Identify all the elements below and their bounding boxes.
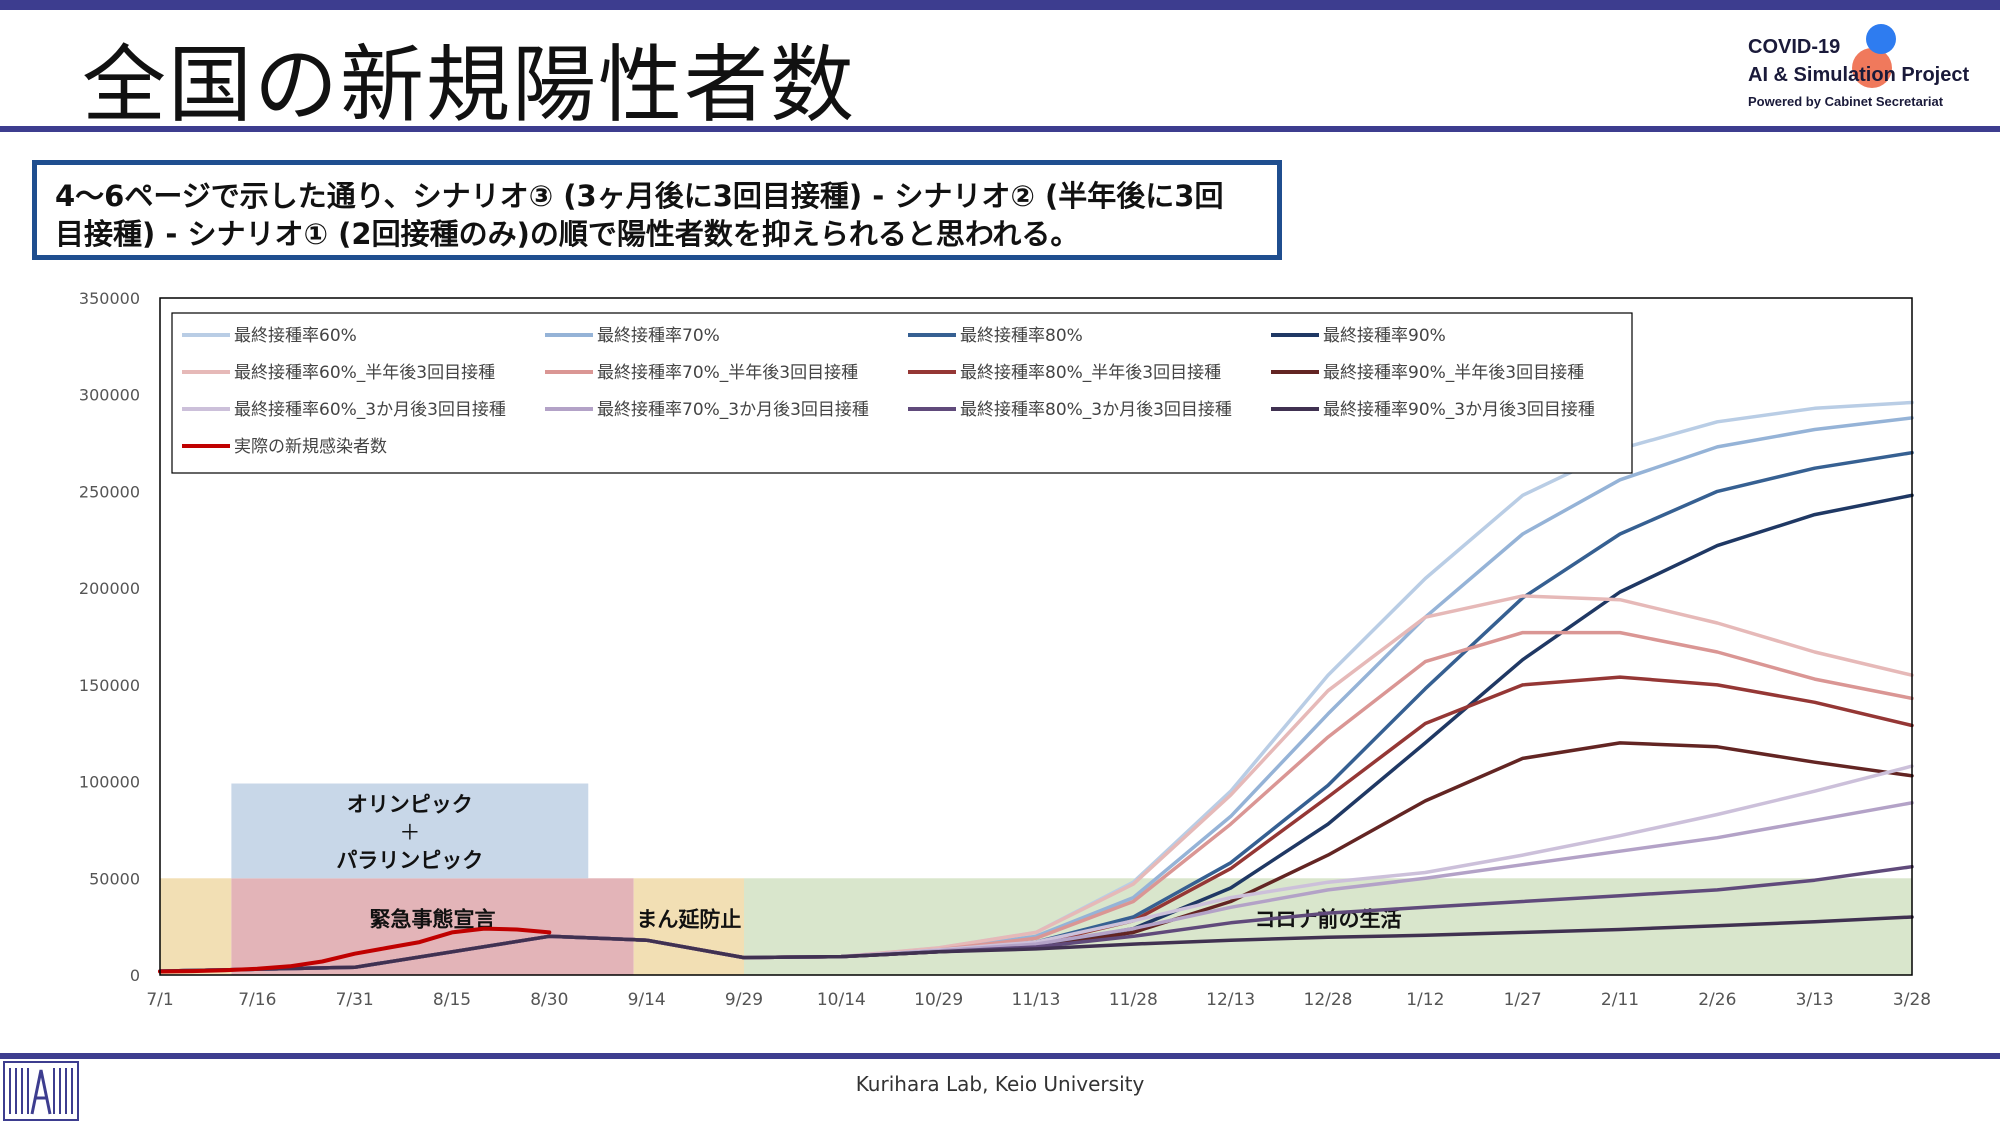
x-tick-label-5: 9/14: [628, 990, 666, 1010]
callout-box: 4～6ページで示した通り、シナリオ③ (3ヶ月後に3回目接種) - シナリオ② …: [32, 160, 1282, 260]
x-tick-label-16: 2/26: [1698, 990, 1736, 1010]
logo-orange-dot-icon: [1852, 48, 1892, 88]
legend-label-11: 最終接種率90%_3か月後3回目接種: [1323, 400, 1595, 420]
x-tick-label-7: 10/14: [817, 990, 866, 1010]
x-tick-label-2: 7/31: [336, 990, 374, 1010]
legend-label-2: 最終接種率80%: [960, 326, 1083, 346]
x-tick-label-12: 12/28: [1304, 990, 1353, 1010]
chart-axes: 0 50000 100000 150000 200000 250000 300000 3500…: [79, 289, 1931, 1010]
header-divider: [0, 126, 2000, 132]
x-tick-label-11: 12/13: [1206, 990, 1255, 1010]
x-tick-label-15: 2/11: [1601, 990, 1639, 1010]
x-tick-label-9: 11/13: [1012, 990, 1061, 1010]
y-tick-label-2: 100000: [79, 773, 140, 792]
event-box-rect: [231, 783, 589, 879]
y-tick-label-4: 200000: [79, 579, 140, 598]
footer-divider: [0, 1053, 2000, 1059]
legend-label-12: 実際の新規感染者数: [234, 437, 387, 457]
y-tick-label-5: 250000: [79, 482, 140, 501]
olympics-event-box: オリンピック ＋ パラリンピック: [231, 783, 589, 879]
logo-line-2: AI & Simulation Project: [1748, 64, 1970, 86]
legend-label-3: 最終接種率90%: [1323, 326, 1446, 346]
callout-line-1: 4～6ページで示した通り、シナリオ③ (3ヶ月後に3回目接種) - シナリオ② …: [55, 179, 1224, 213]
footer-credit: Kurihara Lab, Keio University: [855, 1072, 1145, 1096]
logo-line-3: Powered by Cabinet Secretariat: [1748, 94, 1944, 109]
event-box-line-2: ＋: [399, 821, 420, 845]
y-tick-label-7: 350000: [79, 289, 140, 308]
event-box-line-3: パラリンピック: [336, 849, 483, 873]
x-tick-label-6: 9/29: [725, 990, 763, 1010]
cases-line-chart: 緊急事態宣言 まん延防止 コロナ前の生活 オリンピック＋パラリンピック 050000…: [79, 289, 1931, 1010]
legend-label-0: 最終接種率60%: [234, 326, 357, 346]
x-tick-label-8: 10/29: [914, 990, 963, 1010]
top-accent-bar: [0, 0, 2000, 10]
series-line-12: [158, 926, 552, 974]
x-tick-label-3: 8/15: [433, 990, 471, 1010]
logo-blue-dot-icon: [1866, 24, 1896, 54]
legend-label-6: 最終接種率80%_半年後3回目接種: [960, 363, 1221, 383]
y-tick-label-6: 300000: [79, 386, 140, 405]
x-tick-label-18: 3/28: [1893, 990, 1931, 1010]
series-lines: [158, 400, 1914, 974]
series-line-11: [158, 915, 1914, 973]
x-tick-label-4: 8/30: [530, 990, 568, 1010]
chart-legend: 最終接種率60% 最終接種率70% 最終接種率80% 最終接種率90% 最終接種率60%…: [171, 312, 1633, 474]
region-label-2: まん延防止: [636, 907, 741, 931]
x-tick-label-10: 11/28: [1109, 990, 1158, 1010]
region-label-1: 緊急事態宣言: [370, 907, 496, 931]
legend-label-9: 最終接種率70%_3か月後3回目接種: [597, 400, 869, 420]
y-tick-label-1: 50000: [89, 869, 140, 888]
x-tick-label-14: 1/27: [1504, 990, 1542, 1010]
logo-line-1: COVID-19: [1748, 36, 1841, 58]
legend-label-5: 最終接種率70%_半年後3回目接種: [597, 363, 858, 383]
callout-text: 4～6ページで示した通り、シナリオ③ (3ヶ月後に3回目接種) - シナリオ② …: [55, 177, 1275, 253]
legend-label-1: 最終接種率70%: [597, 326, 720, 346]
legend-label-8: 最終接種率60%_3か月後3回目接種: [234, 400, 506, 420]
x-tick-label-17: 3/13: [1796, 990, 1834, 1010]
y-tick-label-0: 0: [130, 966, 140, 985]
region-band-2: [633, 878, 744, 975]
keio-lab-logo-icon: [3, 1061, 79, 1121]
x-tick-label-13: 1/12: [1406, 990, 1444, 1010]
legend-label-7: 最終接種率90%_半年後3回目接種: [1323, 363, 1584, 383]
plot-frame: [159, 297, 1913, 976]
legend-label-10: 最終接種率80%_3か月後3回目接種: [960, 400, 1232, 420]
x-tick-label-0: 7/1: [146, 990, 173, 1010]
y-tick-label-3: 150000: [79, 676, 140, 695]
region-band-1: [231, 878, 634, 975]
legend-label-4: 最終接種率60%_半年後3回目接種: [234, 363, 495, 383]
legend-box: [171, 312, 1633, 474]
x-tick-label-1: 7/16: [238, 990, 276, 1010]
project-logo: COVID-19 AI & Simulation Project Powered…: [1748, 24, 1988, 118]
callout-line-2: 目接種) - シナリオ① (2回接種のみ)の順で陽性者数を抑えられると思われる。: [55, 217, 1080, 251]
event-box-line-1: オリンピック: [347, 793, 473, 817]
region-band-0: [160, 878, 232, 975]
page-title: 全国の新規陽性者数: [82, 36, 857, 134]
